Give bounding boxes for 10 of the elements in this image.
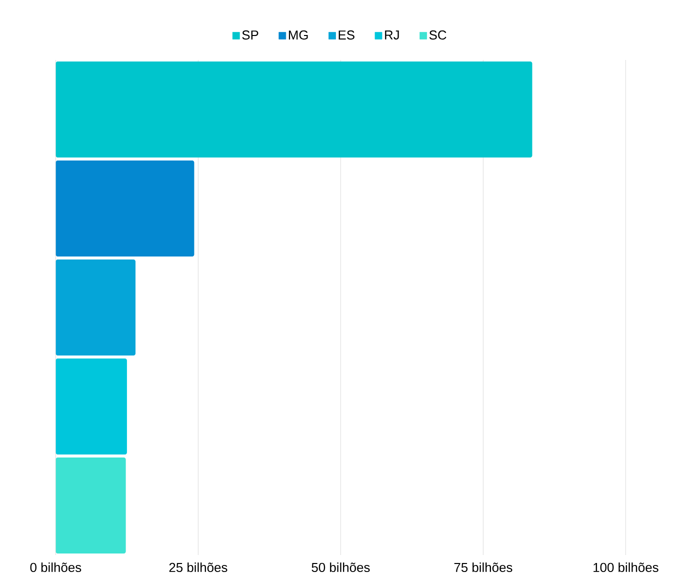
x-tick-label: 75 bilhões <box>454 562 512 572</box>
x-tick-label: 100 bilhões <box>594 562 658 572</box>
legend-label: ES <box>338 30 354 40</box>
x-tick-label: 50 bilhões <box>312 562 370 572</box>
legend-label: SC <box>429 30 446 40</box>
x-tick-label: 0 bilhões <box>30 562 82 572</box>
legend-label: SP <box>242 30 258 40</box>
legend-label: RJ <box>385 30 399 40</box>
legend-label: MG <box>288 30 308 40</box>
x-tick-label: 25 bilhões <box>169 562 228 572</box>
